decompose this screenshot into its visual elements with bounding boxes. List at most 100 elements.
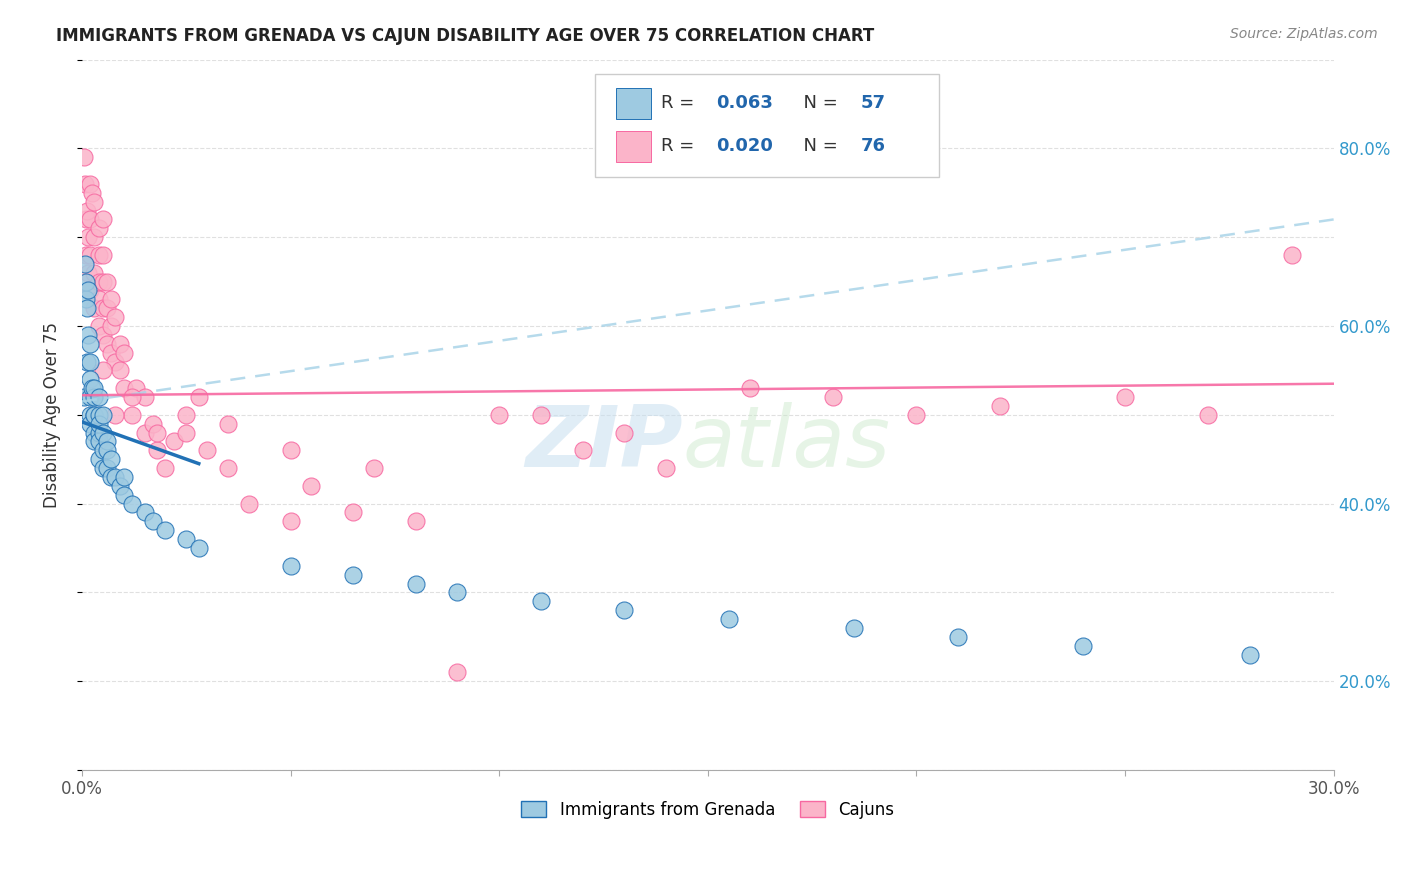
Point: [905, 408, 928, 422]
Point: [238, 497, 260, 511]
Point: [83, 408, 105, 422]
Point: [112, 381, 135, 395]
Point: [174, 532, 197, 546]
Point: [83, 194, 105, 209]
Point: [79, 284, 101, 298]
Point: [87, 425, 110, 440]
Point: [75, 275, 97, 289]
Point: [134, 390, 156, 404]
Point: [75, 212, 97, 227]
Point: [73, 150, 96, 164]
Point: [121, 390, 143, 404]
Point: [112, 488, 135, 502]
Point: [217, 417, 239, 431]
Point: [146, 425, 169, 440]
Bar: [616, 131, 651, 161]
Point: [87, 390, 110, 404]
Point: [75, 257, 97, 271]
Point: [174, 408, 197, 422]
Text: N =: N =: [792, 95, 844, 112]
Point: [77, 327, 100, 342]
Point: [655, 461, 678, 475]
Point: [96, 443, 118, 458]
Point: [73, 390, 96, 404]
Point: [613, 425, 636, 440]
Point: [108, 479, 131, 493]
Point: [83, 266, 105, 280]
Point: [104, 470, 127, 484]
Point: [79, 417, 101, 431]
Point: [87, 221, 110, 235]
Point: [195, 443, 218, 458]
Point: [121, 408, 143, 422]
Point: [112, 470, 135, 484]
FancyBboxPatch shape: [595, 74, 939, 177]
Point: [1071, 639, 1094, 653]
Point: [1239, 648, 1261, 662]
Point: [87, 275, 110, 289]
Point: [77, 284, 100, 298]
Point: [121, 497, 143, 511]
Point: [87, 293, 110, 307]
Point: [946, 630, 969, 644]
Point: [217, 461, 239, 475]
Point: [571, 443, 593, 458]
Text: N =: N =: [792, 137, 844, 155]
Text: 57: 57: [860, 95, 886, 112]
Point: [146, 443, 169, 458]
Point: [75, 293, 97, 307]
Point: [163, 434, 186, 449]
Bar: [616, 88, 651, 119]
Point: [77, 230, 100, 244]
Point: [91, 212, 114, 227]
Text: 0.020: 0.020: [717, 137, 773, 155]
Point: [155, 461, 177, 475]
Point: [79, 248, 101, 262]
Point: [96, 434, 118, 449]
Point: [104, 354, 127, 368]
Y-axis label: Disability Age Over 75: Disability Age Over 75: [44, 322, 60, 508]
Point: [83, 230, 105, 244]
Point: [96, 301, 118, 316]
Point: [87, 417, 110, 431]
Point: [174, 425, 197, 440]
Point: [91, 408, 114, 422]
Point: [83, 301, 105, 316]
Point: [82, 381, 104, 395]
Point: [301, 479, 323, 493]
Point: [96, 336, 118, 351]
Point: [79, 408, 101, 422]
Point: [104, 310, 127, 325]
Text: atlas: atlas: [683, 401, 891, 484]
Point: [83, 408, 105, 422]
Point: [91, 327, 114, 342]
Point: [530, 594, 553, 608]
Point: [717, 612, 740, 626]
Point: [87, 434, 110, 449]
Point: [142, 417, 165, 431]
Point: [76, 203, 98, 218]
Point: [280, 514, 302, 528]
Point: [91, 301, 114, 316]
Point: [83, 381, 105, 395]
Point: [1281, 248, 1303, 262]
Point: [83, 434, 105, 449]
Point: [1114, 390, 1136, 404]
Point: [91, 443, 114, 458]
Point: [842, 621, 865, 635]
Point: [1198, 408, 1220, 422]
Point: [988, 399, 1011, 413]
Point: [75, 177, 97, 191]
Point: [100, 452, 122, 467]
Point: [108, 336, 131, 351]
Point: [342, 506, 364, 520]
Text: R =: R =: [661, 137, 700, 155]
Point: [79, 372, 101, 386]
Point: [87, 248, 110, 262]
Point: [76, 301, 98, 316]
Point: [77, 266, 100, 280]
Point: [142, 514, 165, 528]
Point: [87, 318, 110, 333]
Point: [134, 506, 156, 520]
Text: R =: R =: [661, 95, 700, 112]
